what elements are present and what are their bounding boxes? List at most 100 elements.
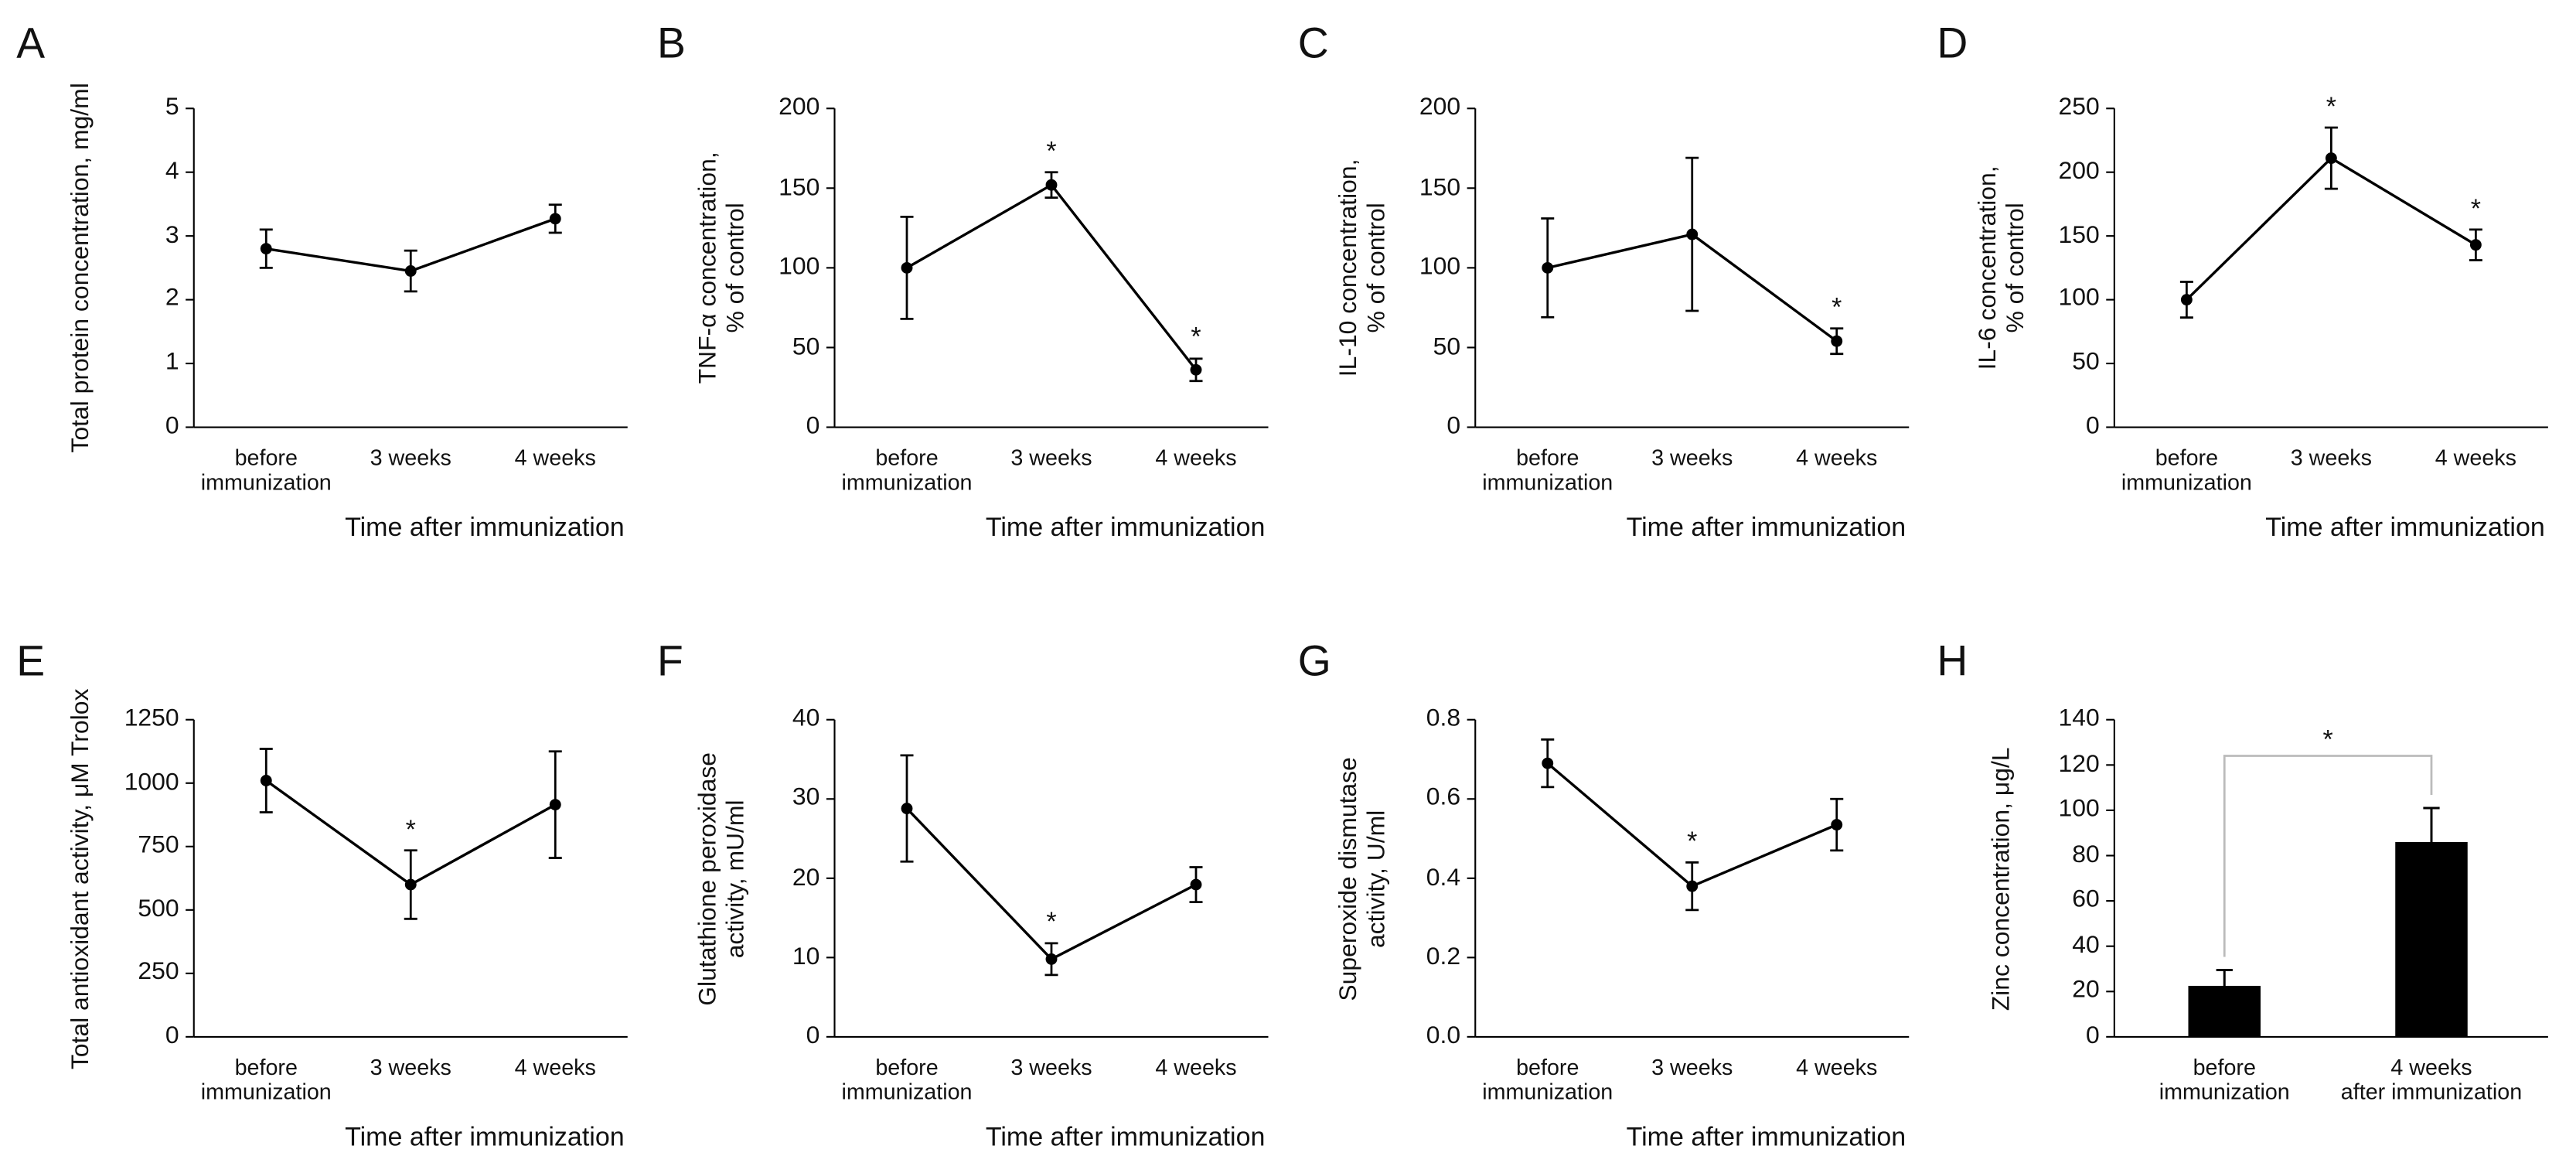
panel-letter: H (1937, 636, 1968, 686)
y-tick-label: 0.4 (1426, 863, 1461, 892)
point (2469, 239, 2482, 251)
x-axis-title: Time after immunization (345, 1124, 625, 1153)
point (549, 213, 561, 225)
y-tick-label: 20 (2072, 976, 2100, 1004)
y-tick-label: 0 (165, 1021, 179, 1050)
x-tick-label: 4 weeks (1155, 445, 1237, 470)
y-tick-label: 0 (806, 411, 820, 440)
y-axis-title: IL-10 concentration, % of control (1334, 159, 1390, 377)
x-tick-label: 4 weeks (514, 1055, 596, 1080)
x-tick-label: 4 weeks (1155, 1055, 1237, 1080)
y-tick-label: 30 (792, 783, 820, 812)
y-tick-label: 50 (1433, 332, 1461, 360)
x-tick-label: before immunization (1482, 445, 1613, 495)
x-tick-label: 4 weeks (1796, 1055, 1878, 1080)
point (549, 799, 561, 811)
panel-letter: E (16, 636, 46, 686)
y-tick-label: 250 (138, 958, 179, 987)
panel-letter: A (16, 18, 46, 68)
point (1831, 819, 1843, 831)
y-tick-label: 120 (2058, 749, 2100, 778)
y-axis-title: IL-6 concentration, % of control (1974, 165, 2029, 370)
x-tick-label: 4 weeks (514, 445, 596, 470)
y-tick-label: 20 (792, 863, 820, 892)
panel-letter: C (1297, 18, 1329, 68)
y-tick-label: 0.8 (1426, 704, 1461, 733)
y-tick-label: 750 (138, 831, 179, 860)
bar (2395, 841, 2468, 1037)
y-tick-label: 0 (165, 411, 179, 440)
y-tick-label: 500 (138, 895, 179, 923)
y-tick-label: 60 (2072, 885, 2100, 914)
x-tick-label: before immunization (2121, 445, 2252, 495)
significance-star: * (405, 816, 416, 844)
significance-star: * (1191, 324, 1201, 353)
line (906, 182, 1198, 371)
point (1686, 880, 1699, 892)
y-tick-label: 40 (792, 704, 820, 733)
point (1542, 261, 1554, 274)
point (404, 878, 417, 891)
y-tick-label: 3 (165, 220, 179, 249)
x-tick-label: before immunization (841, 1055, 973, 1104)
panel-letter: G (1297, 636, 1331, 686)
x-axis-title: Time after immunization (345, 514, 625, 543)
y-tick-label: 150 (779, 172, 820, 201)
error-bar (2216, 968, 2233, 986)
y-tick-label: 200 (1419, 93, 1461, 121)
point (901, 803, 913, 815)
y-tick-label: 0 (2086, 411, 2100, 440)
y-tick-label: 0.0 (1426, 1021, 1461, 1050)
y-tick-label: 4 (165, 157, 179, 186)
x-tick-label: before immunization (200, 445, 332, 495)
error-bar (2423, 806, 2440, 842)
x-tick-label: before immunization (2159, 1055, 2290, 1104)
significance-star: * (1046, 138, 1057, 166)
x-tick-label: before immunization (200, 1055, 332, 1104)
y-axis-title: Superoxide dismutase activity, U/ml (1334, 756, 1390, 1001)
y-tick-label: 50 (792, 332, 820, 360)
point (901, 261, 913, 274)
y-tick-label: 200 (2058, 157, 2100, 186)
y-tick-label: 100 (779, 252, 820, 281)
y-axis-title: Zinc concentration, μg/L (1987, 746, 2015, 1011)
y-tick-label: 100 (1419, 252, 1461, 281)
x-tick-label: before immunization (1482, 1055, 1613, 1104)
y-tick-label: 1000 (124, 768, 179, 796)
y-axis-title: Total antioxidant activity, μM Trolox (66, 687, 95, 1069)
bar (2188, 985, 2261, 1037)
significance-bracket (2223, 755, 2433, 957)
y-tick-label: 150 (2058, 220, 2100, 249)
significance-star: * (1046, 909, 1057, 937)
x-tick-label: 3 weeks (1651, 445, 1733, 470)
point (404, 265, 417, 277)
x-axis-title: Time after immunization (985, 1124, 1266, 1153)
x-tick-label: 3 weeks (2290, 445, 2373, 470)
x-axis-title: Time after immunization (1626, 514, 1906, 543)
y-axis-title: Total protein concentration, mg/ml (66, 83, 95, 453)
y-tick-label: 250 (2058, 93, 2100, 121)
significance-star: * (2322, 726, 2333, 755)
y-tick-label: 0.2 (1426, 942, 1461, 970)
x-tick-label: 3 weeks (1651, 1055, 1733, 1080)
y-tick-label: 0.6 (1426, 783, 1461, 812)
x-tick-label: 4 weeks (2435, 445, 2517, 470)
y-tick-label: 80 (2072, 840, 2100, 868)
significance-star: * (1831, 294, 1842, 322)
y-tick-label: 200 (779, 93, 820, 121)
y-tick-label: 100 (2058, 795, 2100, 823)
point (1831, 335, 1843, 347)
y-tick-label: 5 (165, 93, 179, 121)
panel-letter: F (657, 636, 683, 686)
point (260, 775, 272, 786)
panel-letter: B (657, 18, 686, 68)
x-tick-label: before immunization (841, 445, 973, 495)
y-tick-label: 0 (806, 1021, 820, 1050)
x-tick-label: 4 weeks (1796, 445, 1878, 470)
x-tick-label: 3 weeks (1010, 445, 1092, 470)
point (1190, 878, 1202, 891)
panel-letter: D (1937, 18, 1968, 68)
